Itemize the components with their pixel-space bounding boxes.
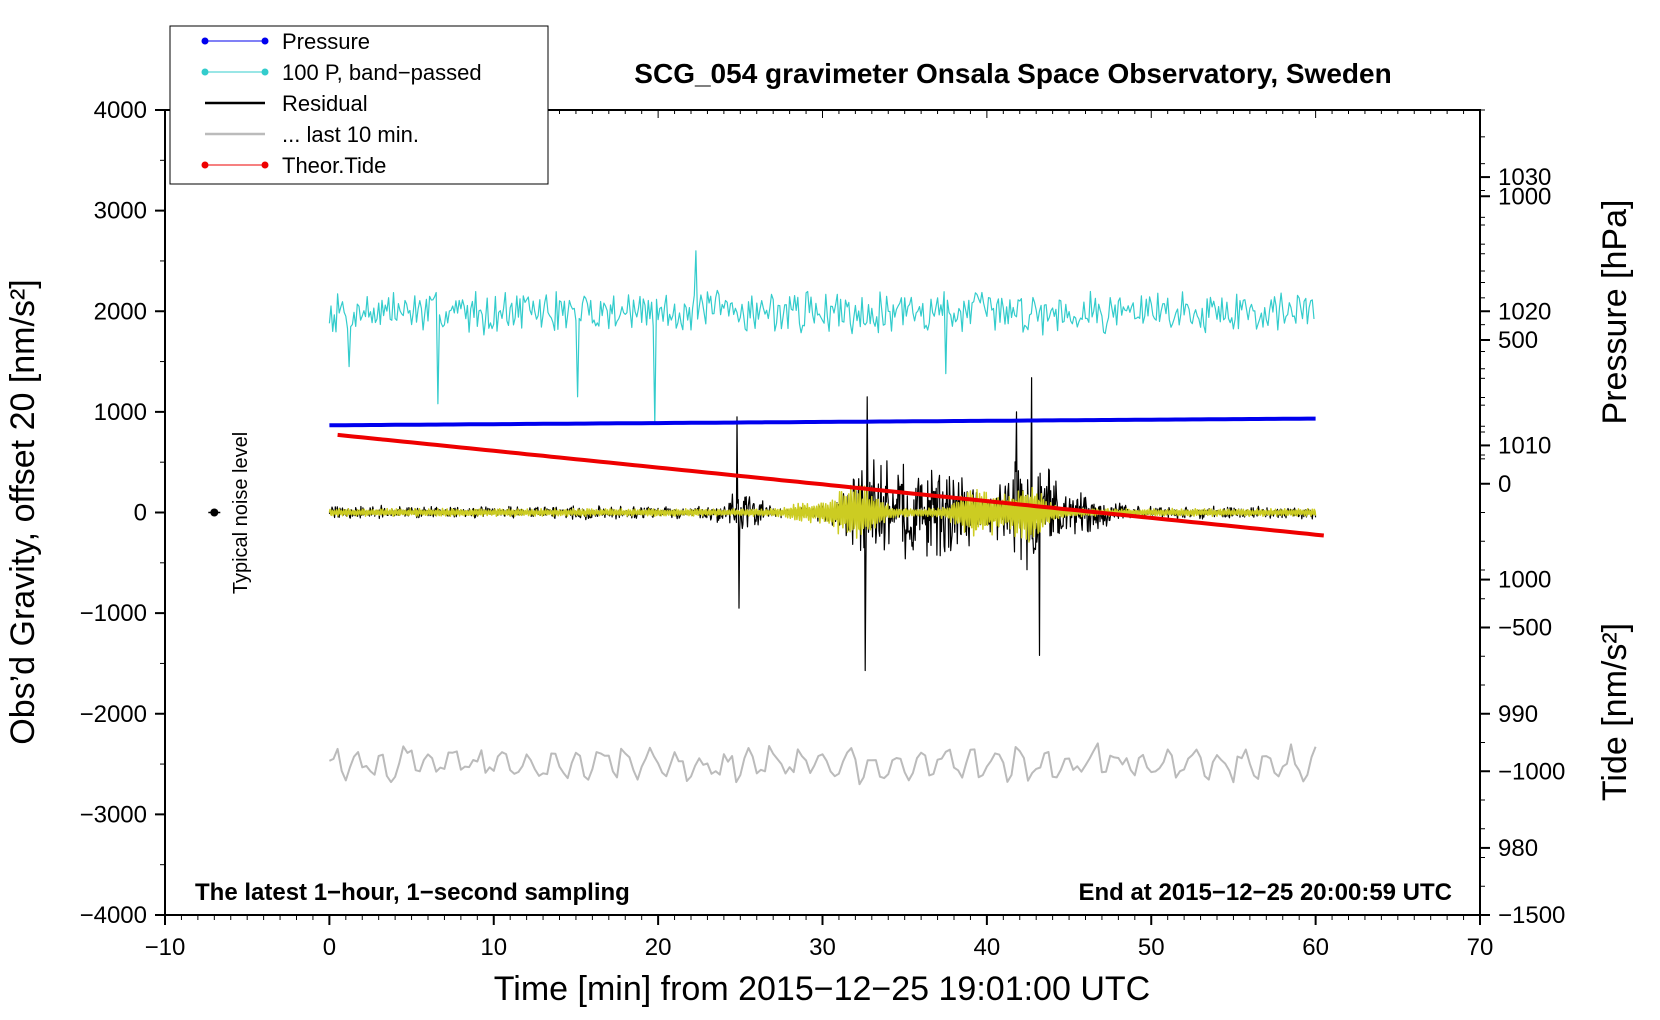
pressure-tick-label: 1020 [1498,298,1551,325]
y-tick-label: −2000 [80,701,147,728]
y-tick-label: 3000 [94,198,147,225]
tide-tick-label: −1500 [1498,902,1565,929]
tide-tick-label: 1000 [1498,183,1551,210]
tide-axis-title: Tide [nm/s²] [1596,623,1634,801]
x-tick-label: 40 [974,934,1001,961]
footer-right-note: End at 2015−12−25 20:00:59 UTC [1078,879,1452,906]
pressure-tick-label: 990 [1498,701,1538,728]
y-tick-label: 1000 [94,399,147,426]
y-tick-label: −1000 [80,600,147,627]
series-pressure [329,416,1316,428]
pressure-axis-title: Pressure [hPa] [1596,200,1634,425]
legend-label: Theor.Tide [282,153,386,178]
x-tick-label: 70 [1467,934,1494,961]
x-axis-title: Time [min] from 2015−12−25 19:01:00 UTC [494,970,1150,1008]
x-tick-label: 10 [480,934,507,961]
series-filtered-residual [328,484,1317,543]
y-tick-label: 4000 [94,97,147,124]
legend-box [169,25,549,185]
tide-tick-label: −1000 [1498,758,1565,785]
legend-label: 100 P, band−passed [282,60,482,85]
footer-left-note: The latest 1−hour, 1−second sampling [195,879,630,906]
legend-dot [261,68,269,76]
axis-ticks [155,109,1490,925]
pressure-tick-label: 980 [1498,835,1538,862]
legend-dot [261,161,269,169]
y-tick-label: −3000 [80,801,147,828]
noise-dot [210,508,219,517]
legend-label: ... last 10 min. [282,122,419,147]
pressure-tick-label: 1010 [1498,432,1551,459]
y-axis-title: Obs’d Gravity, offset 20 [nm/s²] [4,279,42,744]
tide-tick-label: −500 [1498,615,1552,642]
x-tick-label: 50 [1138,934,1165,961]
noise-level-label: Typical noise level [230,432,252,594]
legend-dot [261,37,269,45]
y-tick-label: 0 [134,500,147,527]
tide-tick-label: 500 [1498,327,1538,354]
legend-dot [201,68,209,76]
x-tick-label: −10 [145,934,186,961]
chart-title: SCG_054 gravimeter Onsala Space Observat… [634,58,1391,89]
legend: Pressure 100 P, band−passed Residual ... la… [169,25,549,185]
tide-tick-label: 0 [1498,471,1511,498]
legend-dot [201,161,209,169]
legend-label: Pressure [282,29,370,54]
x-tick-label: 0 [323,934,336,961]
y-tick-label: 2000 [94,298,147,325]
x-tick-label: 20 [645,934,672,961]
series-theor-tide [337,432,1324,538]
series-band-passed-pressure [328,250,1315,425]
noise-level-marker [208,508,221,517]
x-tick-label: 60 [1302,934,1329,961]
pressure-tick-label: 1030 [1498,164,1551,191]
series-layer [328,250,1324,786]
x-tick-label: 30 [809,934,836,961]
tick-labels: −10 0 10 20 30 40 50 60 70−4000−3000−2000−100001… [80,97,1566,961]
series-last-10-min [328,742,1317,786]
y-tick-label: −4000 [80,902,147,929]
pressure-tick-label: 1000 [1498,567,1551,594]
legend-dot [201,37,209,45]
legend-label: Residual [282,91,368,116]
